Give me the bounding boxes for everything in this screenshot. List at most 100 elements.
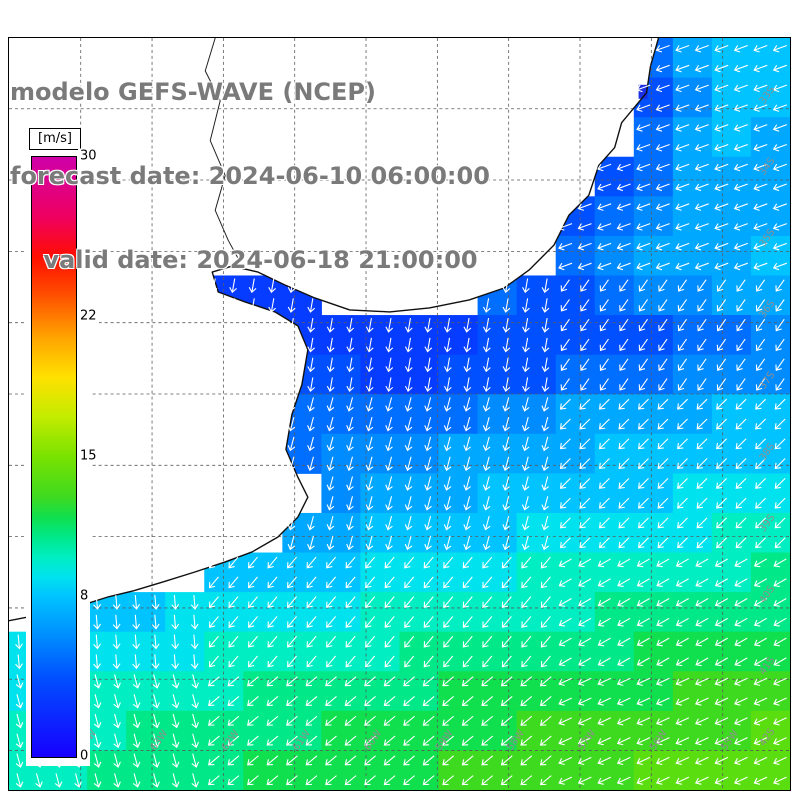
wind-arrow	[716, 378, 727, 391]
wind-arrow	[151, 634, 160, 650]
wind-arrow	[714, 163, 729, 172]
wind-arrow	[541, 515, 549, 531]
wind-arrow	[481, 696, 494, 707]
wind-arrow	[558, 677, 573, 686]
wind-arrow	[346, 377, 355, 393]
wind-arrow	[171, 595, 180, 610]
wind-arrow	[772, 64, 787, 73]
wind-arrow	[113, 753, 121, 768]
wind-arrow	[716, 318, 727, 332]
wind-arrow	[502, 357, 511, 373]
wind-arrow	[502, 337, 511, 353]
wind-arrow	[560, 378, 570, 391]
wind-arrow	[325, 676, 337, 687]
wind-cell	[477, 433, 518, 474]
wind-cell	[750, 671, 790, 712]
wind-arrow	[520, 696, 533, 707]
wind-arrow	[422, 755, 435, 766]
wind-arrow	[716, 517, 727, 529]
wind-arrow	[599, 318, 609, 332]
wind-arrow	[753, 183, 768, 192]
wind-arrow	[443, 476, 452, 491]
wind-arrow	[716, 338, 727, 352]
wind-cell	[516, 354, 557, 395]
wind-arrow	[152, 733, 160, 749]
wind-arrow	[403, 696, 415, 707]
wind-arrow	[734, 598, 748, 607]
wind-arrow	[694, 104, 709, 112]
wind-arrow	[424, 436, 432, 452]
wind-arrow	[326, 556, 337, 569]
wind-arrow	[501, 655, 512, 668]
wind-arrow	[539, 735, 552, 746]
wind-arrow	[227, 735, 240, 746]
wind-arrow	[577, 776, 592, 785]
wind-arrow	[502, 298, 511, 313]
wind-arrow	[208, 596, 219, 609]
wind-arrow	[326, 417, 335, 432]
wind-arrow	[383, 696, 396, 707]
wind-arrow	[675, 183, 690, 192]
wind-arrow	[695, 598, 709, 607]
wind-arrow	[93, 634, 102, 650]
wind-arrow	[541, 496, 549, 511]
wind-arrow	[443, 576, 454, 589]
wind-arrow	[305, 696, 318, 707]
wind-arrow	[675, 163, 690, 172]
wind-arrow	[755, 378, 766, 391]
wind-cell	[399, 394, 440, 435]
wind-cell	[87, 750, 127, 790]
wind-arrow	[558, 617, 572, 627]
wind-arrow	[773, 697, 787, 706]
wind-arrow	[714, 697, 729, 706]
wind-arrow	[734, 558, 748, 568]
wind-arrow	[442, 676, 455, 687]
wind-arrow	[773, 578, 787, 588]
wind-arrow	[774, 497, 786, 509]
wind-arrow	[753, 124, 768, 132]
wind-arrow	[190, 595, 199, 610]
wind-arrow	[616, 737, 631, 746]
wind-arrow	[482, 635, 493, 648]
wind-arrow	[112, 614, 121, 630]
wind-arrow	[287, 317, 296, 333]
wind-arrow	[229, 298, 237, 313]
wind-arrow	[655, 717, 670, 726]
wind-arrow	[404, 655, 415, 668]
wind-arrow	[483, 357, 491, 373]
wind-arrow	[636, 64, 651, 73]
wind-arrow	[714, 756, 729, 766]
wind-arrow	[541, 535, 549, 551]
wind-arrow	[463, 476, 471, 491]
wind-arrow	[443, 635, 454, 648]
wind-arrow	[714, 717, 729, 726]
wind-arrow	[522, 337, 530, 353]
wind-arrow	[753, 717, 768, 726]
wind-arrow	[305, 755, 318, 766]
wind-arrow	[636, 737, 651, 746]
wind-arrow	[636, 124, 651, 132]
wind-arrow	[579, 497, 591, 509]
wind-arrow	[287, 278, 296, 294]
wind-arrow	[636, 558, 650, 568]
wind-arrow	[482, 655, 493, 668]
wind-arrow	[774, 537, 786, 549]
wind-arrow	[364, 775, 376, 786]
wind-arrow	[655, 242, 670, 251]
wind-arrow	[753, 223, 768, 231]
wind-arrow	[755, 398, 767, 410]
wind-arrow	[597, 717, 612, 726]
wind-arrow	[753, 203, 768, 211]
wind-arrow	[93, 713, 102, 729]
wind-arrow	[774, 398, 786, 410]
wind-arrow	[597, 677, 612, 686]
wind-arrow	[325, 735, 337, 746]
wind-arrow	[325, 696, 337, 707]
wind-arrow	[618, 517, 630, 529]
wind-arrow	[597, 223, 612, 231]
wind-arrow	[424, 456, 432, 472]
wind-arrow	[287, 535, 296, 551]
wind-arrow	[423, 635, 434, 648]
wind-arrow	[500, 676, 513, 687]
